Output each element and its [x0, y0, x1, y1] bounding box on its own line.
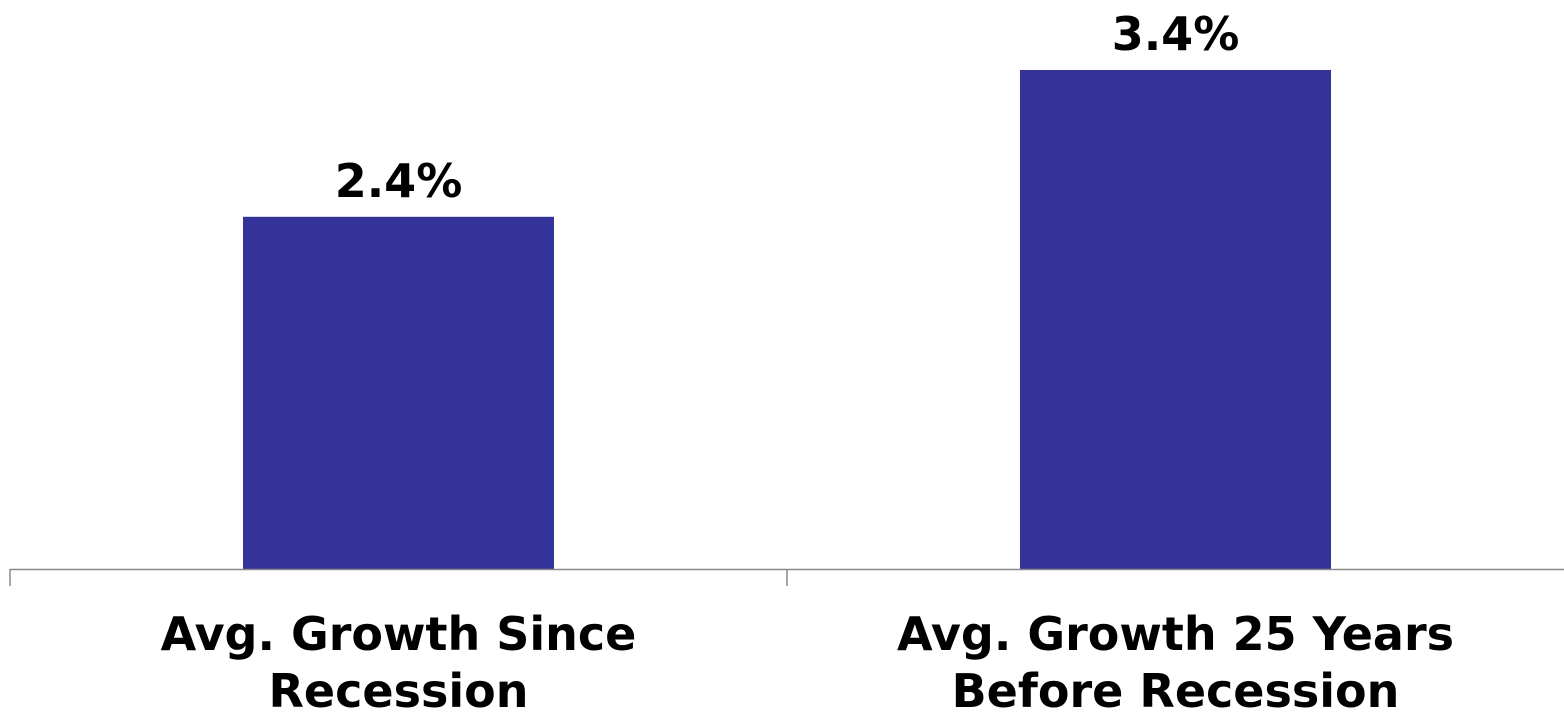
- bar-2: [1020, 70, 1331, 569]
- x-axis: [9, 568, 1564, 586]
- data-label-1: 2.4%: [335, 154, 463, 208]
- category-label-1-line-2: Recession: [269, 664, 529, 712]
- category-label-1-line-1: Avg. Growth Since: [161, 607, 637, 661]
- bars-layer: [243, 70, 1331, 570]
- category-label-2-line-1: Avg. Growth 25 Years: [897, 607, 1454, 661]
- bar-1: [243, 216, 554, 570]
- category-label-2-line-2: Before Recession: [952, 664, 1400, 712]
- data-label-2: 3.4%: [1112, 7, 1240, 61]
